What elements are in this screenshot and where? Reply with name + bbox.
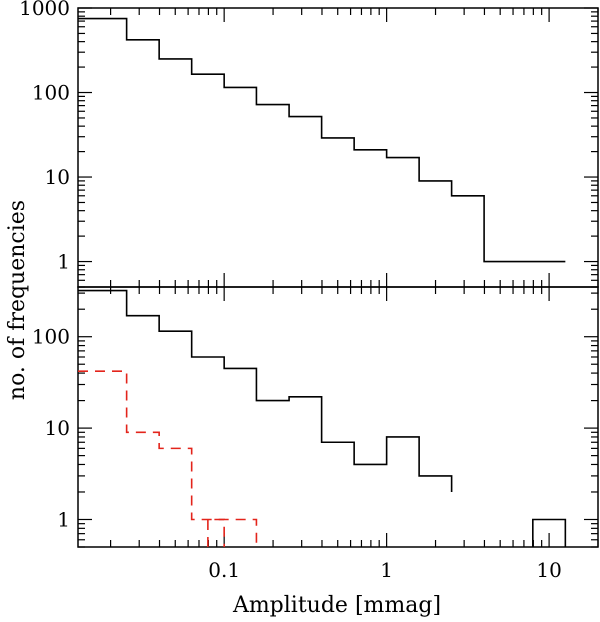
- bottom-panel-frame: [77, 286, 599, 548]
- top-panel: 1 10 100 1000: [19, 0, 599, 288]
- y-axis-label: no. of frequencies: [5, 200, 30, 400]
- x-tick-label: 10: [536, 558, 561, 582]
- x-axis-label: Amplitude [mmag]: [232, 593, 441, 618]
- bottom-hist-bar-dashed: [207, 518, 225, 547]
- top-hist-all: [78, 17, 566, 263]
- bottom-y-tick-label: 1: [57, 507, 70, 531]
- top-y-tick-label: 10: [45, 165, 70, 189]
- bottom-hist-bar-solid: [532, 518, 567, 547]
- top-y-tick-label: 100: [32, 81, 70, 105]
- x-tick-label: 1: [380, 558, 393, 582]
- x-tick-label: 0.1: [208, 558, 240, 582]
- bottom-panel: 1 10 100 0.1 1 10: [32, 286, 599, 582]
- bottom-y-tick-label: 100: [32, 325, 70, 349]
- top-panel-frame: [77, 7, 599, 288]
- bottom-hist-solid: [78, 289, 453, 492]
- top-y-tick-label: 1000: [19, 0, 70, 20]
- bottom-hist-dashed: [78, 370, 258, 547]
- bottom-y-tick-label: 10: [45, 416, 70, 440]
- top-y-tick-label: 1: [57, 250, 70, 274]
